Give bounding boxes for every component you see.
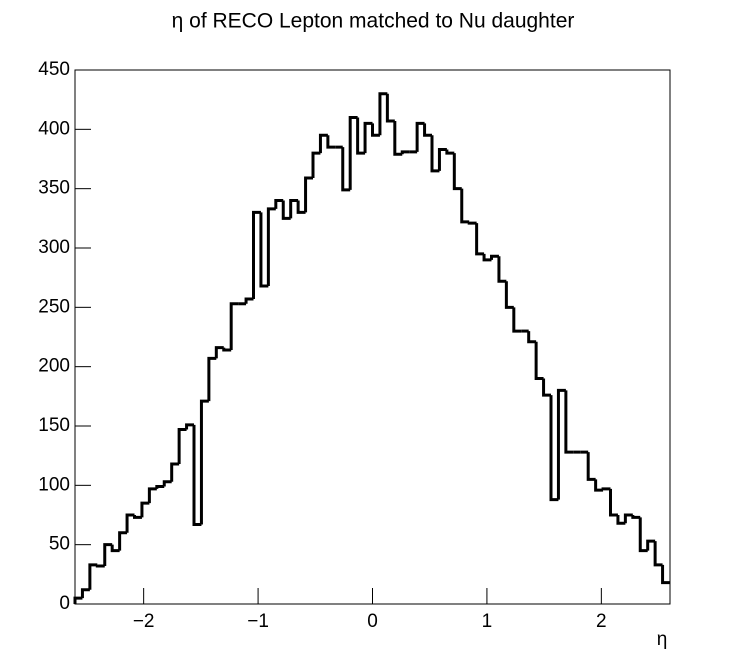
histogram-bin xyxy=(281,200,291,220)
y-tick-label: 100 xyxy=(38,474,70,495)
histogram-bin xyxy=(207,356,217,402)
histogram-bin xyxy=(326,135,336,149)
histogram-bin xyxy=(609,488,618,517)
histogram-bin xyxy=(482,253,492,262)
histogram-bin xyxy=(460,188,470,224)
histogram-bin xyxy=(170,462,180,482)
histogram-bin xyxy=(564,390,574,454)
histogram-bin xyxy=(118,531,128,551)
histogram-bin xyxy=(616,515,626,525)
histogram-bin xyxy=(549,395,559,502)
histogram-bin xyxy=(423,123,432,137)
histogram-bin xyxy=(192,424,202,526)
histogram-bin xyxy=(631,515,641,519)
y-tick-label: 250 xyxy=(38,296,70,317)
histogram-bin xyxy=(304,176,313,213)
histogram-bin xyxy=(341,147,351,192)
histogram-bin xyxy=(586,452,596,481)
y-tick-label: 400 xyxy=(38,118,70,139)
histogram-bin xyxy=(527,331,537,344)
histogram-bin xyxy=(646,539,656,551)
histogram-bin xyxy=(214,346,224,359)
histogram-bin xyxy=(467,221,477,225)
histogram-bin xyxy=(259,212,269,288)
chart-title: η of RECO Lepton matched to Nu daughter xyxy=(172,10,575,33)
histogram-bin xyxy=(534,341,544,381)
histogram-bin xyxy=(378,92,388,136)
histogram-bin xyxy=(475,223,485,256)
histogram-bin xyxy=(274,199,284,209)
x-tick-label: 0 xyxy=(367,611,378,632)
histogram-bin xyxy=(653,541,663,567)
histogram-bin xyxy=(490,254,499,260)
histogram-bin xyxy=(199,399,209,525)
histogram-bin xyxy=(542,378,551,397)
x-tick-label: −2 xyxy=(133,611,155,632)
histogram-bin xyxy=(185,423,194,430)
histogram-bin xyxy=(445,149,455,155)
histogram-bin xyxy=(162,480,172,487)
histogram-bin xyxy=(229,302,239,351)
histogram-bin xyxy=(88,563,98,590)
y-tick-label: 300 xyxy=(38,237,70,258)
histogram-bin xyxy=(371,123,380,137)
x-tick-label: 1 xyxy=(482,611,493,632)
histogram-bin xyxy=(415,121,425,152)
x-axis-label: η xyxy=(657,629,668,650)
histogram-bin xyxy=(661,564,670,585)
y-tick-label: 200 xyxy=(38,356,70,377)
histogram-bin xyxy=(133,515,142,519)
histogram-bin xyxy=(147,487,157,504)
histogram-bin xyxy=(437,148,447,171)
histogram-bin xyxy=(385,93,395,123)
histogram-bin xyxy=(95,564,105,568)
histogram-bin xyxy=(556,388,566,500)
y-tick-label: 350 xyxy=(38,178,70,199)
histogram-bin xyxy=(452,153,462,191)
y-tick-label: 450 xyxy=(38,59,70,80)
histogram-bin xyxy=(497,256,507,283)
histogram-bin xyxy=(318,133,328,154)
histogram-bin xyxy=(638,517,648,553)
y-tick-label: 0 xyxy=(59,593,70,614)
x-tick-label: 2 xyxy=(596,611,607,632)
histogram-bin xyxy=(125,513,135,533)
histogram-bin xyxy=(601,487,611,491)
histogram-bin xyxy=(73,596,83,604)
histogram-bin xyxy=(103,543,113,567)
histogram-bin xyxy=(594,479,604,492)
histogram-bin xyxy=(400,150,410,155)
histogram-bin xyxy=(311,151,321,178)
histogram-bin xyxy=(512,307,522,333)
histogram-bin xyxy=(430,135,440,173)
histogram-bin xyxy=(623,513,633,524)
histogram-bin xyxy=(296,200,306,214)
histogram-bin xyxy=(363,121,373,154)
y-tick-label: 150 xyxy=(38,415,70,436)
histogram-bin xyxy=(80,588,90,599)
histogram-bin xyxy=(266,207,276,286)
x-tick-label: −1 xyxy=(247,611,269,632)
y-tick-label: 50 xyxy=(49,534,70,555)
histogram-bin xyxy=(356,117,366,155)
histogram-bin xyxy=(348,115,358,190)
histogram-bin xyxy=(140,501,150,518)
histogram-bin xyxy=(155,485,165,489)
histogram-bin xyxy=(393,121,403,156)
histogram-bin xyxy=(244,297,254,304)
histogram-bin xyxy=(289,199,299,219)
histogram-bin xyxy=(177,428,187,464)
histogram-bin xyxy=(504,281,514,309)
histogram-bin xyxy=(252,210,261,300)
histogram-bin xyxy=(110,544,120,553)
histogram-bin xyxy=(222,347,232,352)
